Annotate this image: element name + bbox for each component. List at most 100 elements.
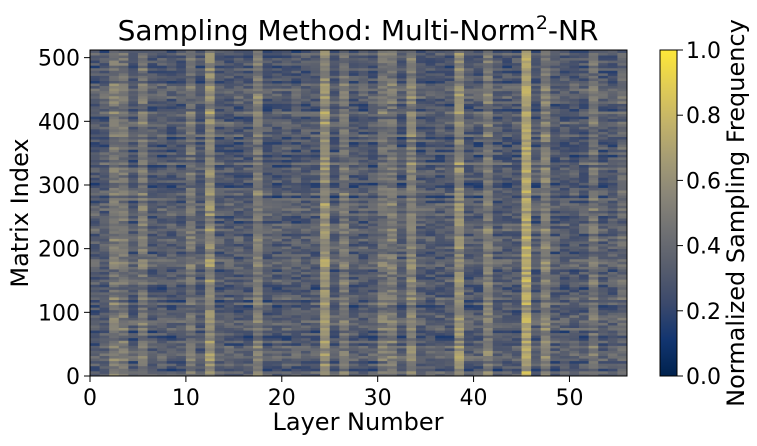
heatmap-cell xyxy=(185,281,196,285)
heatmap-cell xyxy=(195,368,206,372)
heatmap-cell xyxy=(291,347,302,351)
heatmap-cell xyxy=(214,195,225,199)
heatmap-cell xyxy=(358,192,369,196)
heatmap-cell xyxy=(416,365,427,369)
heatmap-cell xyxy=(588,238,599,242)
heatmap-cell xyxy=(224,154,235,158)
heatmap-cell xyxy=(483,317,494,321)
heatmap-cell xyxy=(262,184,273,188)
heatmap-cell xyxy=(396,248,407,252)
heatmap-cell xyxy=(521,172,532,176)
heatmap-cell xyxy=(617,197,627,201)
heatmap-cell xyxy=(406,251,417,255)
heatmap-cell xyxy=(348,309,359,313)
heatmap-cell xyxy=(588,347,599,351)
heatmap-cell xyxy=(521,248,532,252)
heatmap-cell xyxy=(425,213,436,216)
heatmap-cell xyxy=(281,210,292,214)
heatmap-cell xyxy=(377,258,388,262)
heatmap-cell xyxy=(483,271,494,275)
heatmap-cell xyxy=(310,274,321,278)
heatmap-cell xyxy=(598,365,609,369)
heatmap-cell xyxy=(339,190,350,194)
heatmap-cell xyxy=(607,335,618,339)
heatmap-cell xyxy=(406,286,417,290)
heatmap-cell xyxy=(416,299,427,303)
heatmap-cell xyxy=(195,258,206,262)
heatmap-cell xyxy=(425,248,436,252)
heatmap-cell xyxy=(598,373,609,376)
heatmap-cell xyxy=(502,274,513,278)
heatmap-cell xyxy=(205,261,216,265)
heatmap-cell xyxy=(243,307,254,311)
heatmap-cell xyxy=(339,174,350,178)
heatmap-cell xyxy=(607,167,618,171)
heatmap-cell xyxy=(531,276,542,280)
heatmap-cell xyxy=(607,215,618,219)
heatmap-cell xyxy=(406,256,417,260)
heatmap-cell xyxy=(368,187,379,191)
heatmap-cell xyxy=(444,225,455,229)
heatmap-cell xyxy=(137,149,148,153)
heatmap-cell xyxy=(377,248,388,252)
heatmap-cell xyxy=(291,319,302,323)
heatmap-cell xyxy=(617,233,627,237)
heatmap-cell xyxy=(454,370,465,374)
heatmap-cell xyxy=(90,299,100,303)
heatmap-cell xyxy=(502,360,513,364)
heatmap-cell xyxy=(195,213,206,216)
heatmap-cell xyxy=(205,215,216,219)
heatmap-cell xyxy=(176,162,187,166)
heatmap-cell xyxy=(233,353,244,357)
heatmap-cell xyxy=(147,190,158,194)
heatmap-cell xyxy=(550,233,561,237)
heatmap-cell xyxy=(300,327,311,331)
heatmap-cell xyxy=(329,172,340,176)
heatmap-cell xyxy=(253,164,264,168)
heatmap-cell xyxy=(310,156,321,160)
heatmap-cell xyxy=(617,164,627,168)
heatmap-cell xyxy=(329,345,340,349)
heatmap-cell xyxy=(463,210,474,214)
heatmap-cell xyxy=(387,182,398,186)
heatmap-cell xyxy=(243,289,254,293)
heatmap-cell xyxy=(272,355,283,359)
heatmap-cell xyxy=(281,159,292,163)
heatmap-cell xyxy=(214,233,225,237)
heatmap-cell xyxy=(473,154,484,158)
heatmap-cell xyxy=(435,330,446,334)
heatmap-cell xyxy=(559,302,570,306)
heatmap-cell xyxy=(521,162,532,166)
heatmap-cell xyxy=(511,220,522,224)
heatmap-cell xyxy=(233,169,244,173)
heatmap-cell xyxy=(377,345,388,349)
heatmap-cell xyxy=(109,304,120,308)
heatmap-cell xyxy=(579,269,590,272)
heatmap-cell xyxy=(483,355,494,359)
heatmap-cell xyxy=(166,332,177,336)
heatmap-cell xyxy=(128,258,139,262)
heatmap-cell xyxy=(118,243,129,247)
heatmap-cell xyxy=(492,342,503,346)
heatmap-cell xyxy=(444,314,455,318)
heatmap-cell xyxy=(463,228,474,232)
heatmap-cell xyxy=(358,241,369,244)
heatmap-cell xyxy=(272,187,283,191)
heatmap-cell xyxy=(444,162,455,166)
heatmap-cell xyxy=(607,251,618,255)
heatmap-cell xyxy=(396,207,407,211)
heatmap-cell xyxy=(502,261,513,265)
heatmap-cell xyxy=(377,307,388,311)
heatmap-cell xyxy=(358,322,369,326)
heatmap-cell xyxy=(214,355,225,359)
heatmap-cell xyxy=(617,184,627,188)
heatmap-cell xyxy=(435,207,446,211)
heatmap-cell xyxy=(185,190,196,194)
heatmap-cell xyxy=(205,159,216,163)
heatmap-cell xyxy=(435,192,446,196)
heatmap-cell xyxy=(598,238,609,242)
heatmap-cell xyxy=(444,172,455,176)
heatmap-cell xyxy=(339,286,350,290)
heatmap-cell xyxy=(99,304,110,308)
heatmap-cell xyxy=(463,314,474,318)
